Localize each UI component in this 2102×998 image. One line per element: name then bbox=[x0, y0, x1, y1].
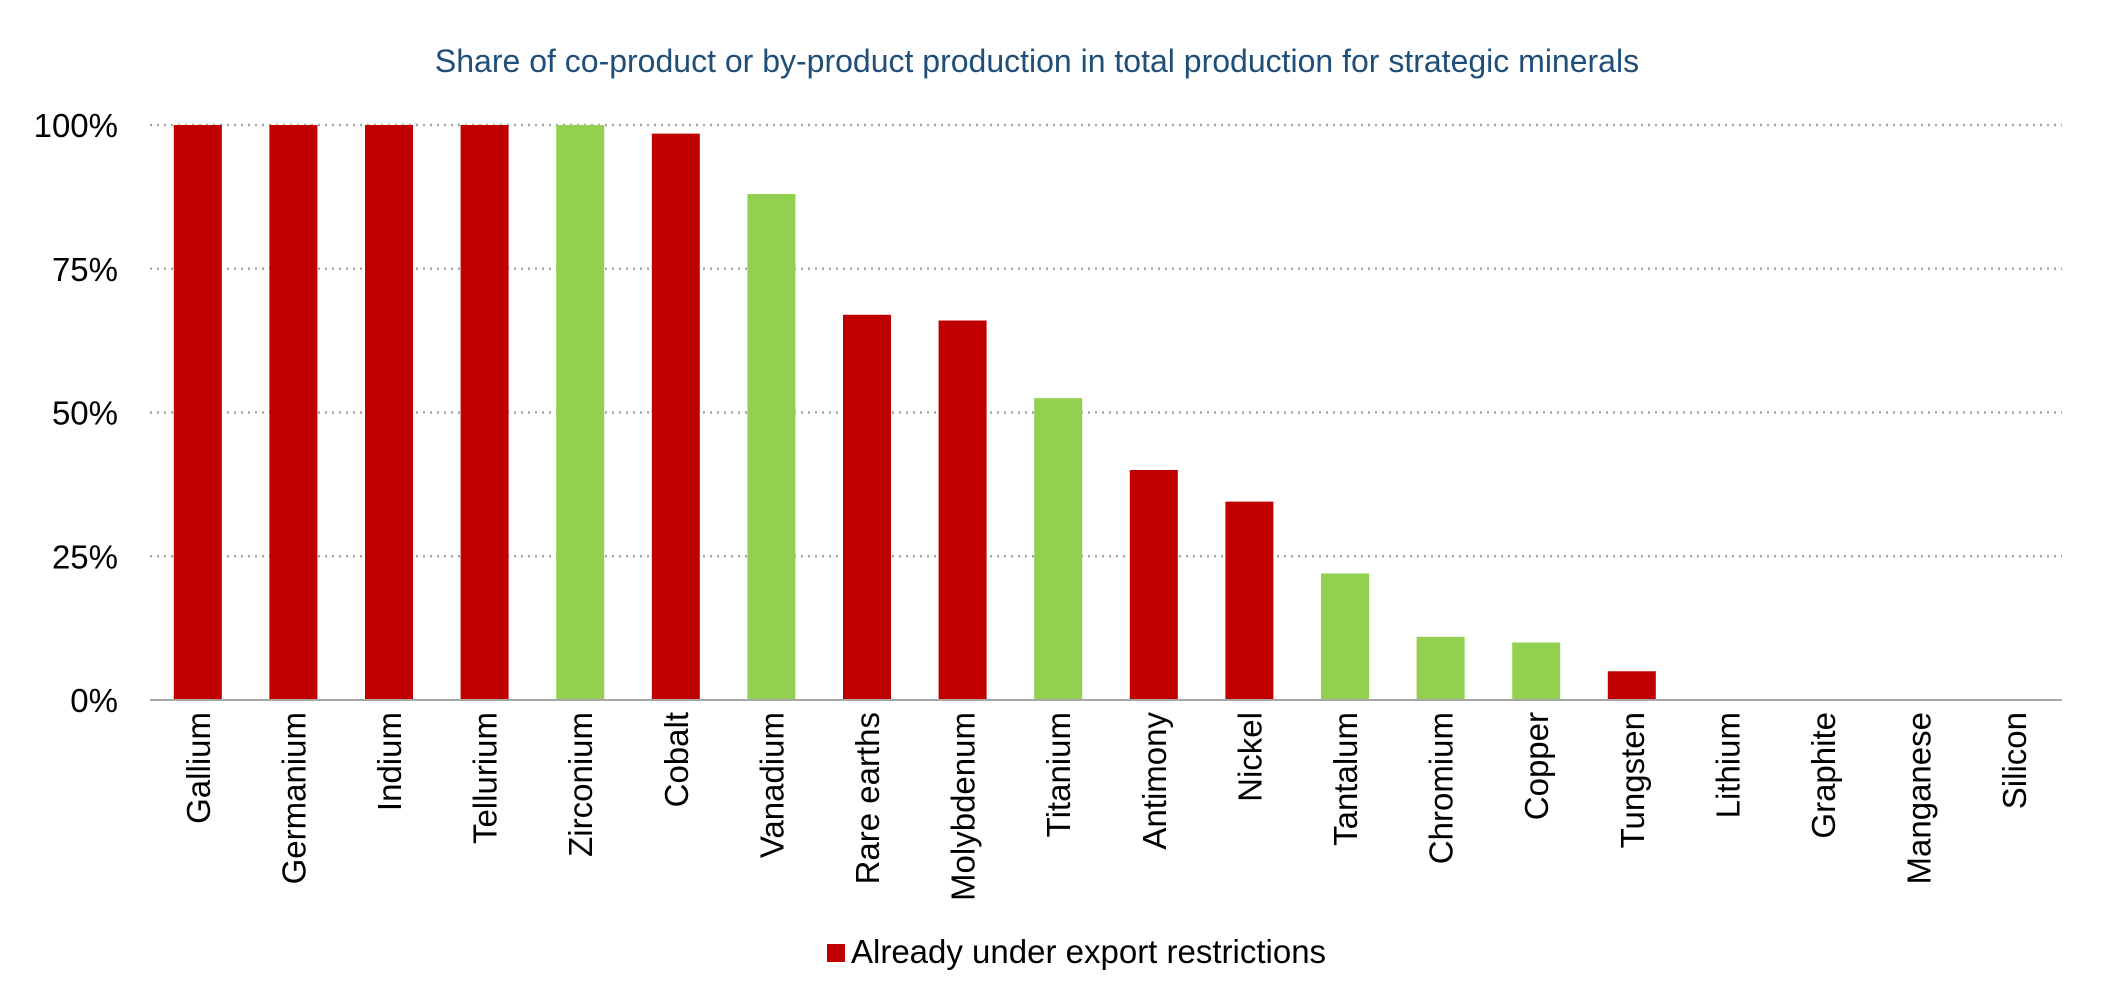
x-label-gallium: Gallium bbox=[180, 712, 217, 824]
y-tick-label: 25% bbox=[52, 538, 118, 575]
bar-copper bbox=[1512, 642, 1561, 700]
bar-vanadium bbox=[747, 194, 796, 700]
x-label-indium: Indium bbox=[371, 712, 408, 811]
x-label-lithium: Lithium bbox=[1709, 712, 1746, 818]
x-label-antimony: Antimony bbox=[1136, 712, 1173, 850]
bar-molybdenum bbox=[938, 320, 987, 700]
y-tick-label: 100% bbox=[34, 107, 118, 144]
y-tick-label: 50% bbox=[52, 395, 118, 432]
y-tick-label: 75% bbox=[52, 251, 118, 288]
x-label-titanium: Titanium bbox=[1040, 712, 1077, 837]
bar-gallium bbox=[173, 125, 222, 700]
x-axis-labels: Gallium Germanium Indium Tellurium Zirconium… bbox=[180, 712, 2033, 901]
x-label-rare-earths: Rare earths bbox=[849, 712, 886, 884]
x-label-nickel: Nickel bbox=[1231, 712, 1268, 802]
bar-tellurium bbox=[460, 125, 509, 700]
chart-title: Share of co-product or by-product produc… bbox=[435, 43, 1639, 79]
bar-tungsten bbox=[1607, 671, 1656, 700]
bar-indium bbox=[365, 125, 413, 700]
legend: Already under export restrictions bbox=[827, 933, 1326, 970]
x-label-chromium: Chromium bbox=[1423, 712, 1460, 864]
x-label-cobalt: Cobalt bbox=[658, 712, 695, 807]
bar-zirconium bbox=[556, 125, 605, 700]
bar-cobalt bbox=[651, 133, 700, 700]
bar-rare-earths bbox=[843, 314, 891, 700]
gridlines bbox=[150, 123, 2062, 558]
bar-titanium bbox=[1034, 398, 1083, 700]
legend-swatch-restricted bbox=[827, 944, 845, 962]
x-label-vanadium: Vanadium bbox=[753, 712, 790, 858]
x-label-germanium: Germanium bbox=[275, 712, 312, 884]
bar-tantalum bbox=[1321, 573, 1369, 700]
x-label-copper: Copper bbox=[1518, 712, 1555, 820]
x-label-tungsten: Tungsten bbox=[1614, 712, 1651, 848]
x-label-tantalum: Tantalum bbox=[1327, 712, 1364, 846]
x-label-manganese: Manganese bbox=[1901, 712, 1938, 884]
x-label-tellurium: Tellurium bbox=[467, 712, 504, 844]
bar-nickel bbox=[1225, 501, 1274, 700]
bar-germanium bbox=[269, 125, 318, 700]
bar-antimony bbox=[1129, 470, 1178, 700]
y-axis-ticks: 0% 25% 50% 75% 100% bbox=[34, 107, 118, 719]
x-label-molybdenum: Molybdenum bbox=[945, 712, 982, 901]
x-label-silicon: Silicon bbox=[1996, 712, 2033, 809]
x-label-zirconium: Zirconium bbox=[562, 712, 599, 857]
legend-label-restricted: Already under export restrictions bbox=[851, 933, 1326, 970]
bars bbox=[173, 125, 1656, 700]
y-tick-label: 0% bbox=[70, 682, 118, 719]
bar-chromium bbox=[1416, 636, 1465, 700]
x-label-graphite: Graphite bbox=[1805, 712, 1842, 839]
